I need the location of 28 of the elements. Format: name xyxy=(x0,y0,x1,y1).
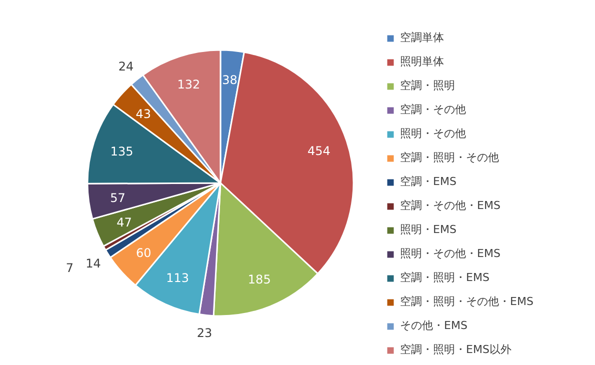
data-label: 23 xyxy=(196,326,212,340)
data-label: 113 xyxy=(166,270,189,285)
legend-label: 空調・その他 xyxy=(400,102,466,117)
data-label: 7 xyxy=(66,261,74,276)
legend-label: 空調・照明・その他 xyxy=(400,150,499,165)
legend-label: 空調・照明 xyxy=(400,78,455,93)
data-label: 60 xyxy=(136,246,152,260)
legend-label: その他・EMS xyxy=(400,318,468,333)
data-label: 135 xyxy=(110,144,134,158)
legend-label: 空調・照明・EMS以外 xyxy=(400,342,512,357)
data-label: 57 xyxy=(110,190,126,205)
legend-label: 空調・照明・その他・EMS xyxy=(400,294,534,309)
data-label: 454 xyxy=(307,144,330,158)
legend-label: 照明・その他・EMS xyxy=(400,246,500,261)
legend-label: 空調単体 xyxy=(400,30,444,45)
data-label: 47 xyxy=(116,215,132,230)
data-label: 43 xyxy=(136,107,152,122)
legend-label: 照明・EMS xyxy=(400,222,456,237)
data-label: 185 xyxy=(248,272,271,287)
data-label: 132 xyxy=(177,78,200,92)
legend-label: 照明単体 xyxy=(400,54,444,69)
legend-label: 空調・その他・EMS xyxy=(400,198,500,213)
legend-label: 空調・照明・EMS xyxy=(400,270,490,285)
legend-label: 空調・EMS xyxy=(400,174,456,189)
data-label: 38 xyxy=(222,73,238,88)
data-label: 14 xyxy=(86,256,101,271)
legend-label: 照明・その他 xyxy=(400,126,466,141)
data-label: 24 xyxy=(118,60,134,74)
